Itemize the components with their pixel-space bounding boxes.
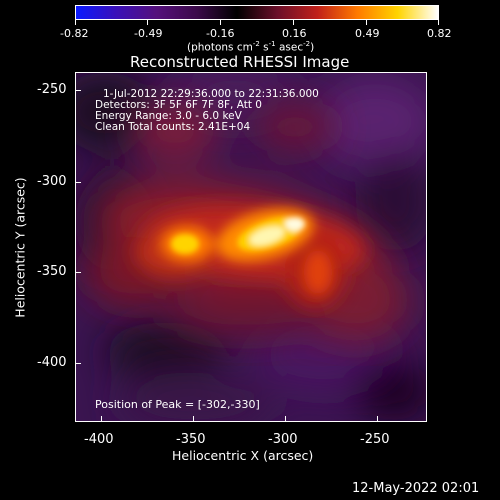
y-tick-label: -300 [37,174,67,189]
x-tickmark [377,416,378,422]
detectors-info: Detectors: 3F 5F 6F 7F 8F, Att 0 [95,99,262,111]
y-tickmark [75,363,81,364]
plot-title: Reconstructed RHESSI Image [130,53,350,71]
x-tickmark [285,416,286,422]
colorbar-tick-label: 0.16 [282,27,307,40]
y-tick-label: -350 [37,264,67,279]
y-tickmark [75,90,81,91]
rhessi-image [75,72,427,422]
footer-date: 12-May-2022 02:01 [352,481,480,496]
energy-range-info: Energy Range: 3.0 - 6.0 keV [95,110,242,122]
colorbar-gradient [76,6,438,19]
y-tickmark [75,182,81,183]
y-tick-label: -400 [37,355,67,370]
colorbar-tick-label: 0.82 [427,27,452,40]
colorbar [75,5,439,20]
y-tick-label: -250 [37,82,67,97]
x-tick-label: -300 [268,432,298,447]
flare-map [75,72,427,422]
observation-time: 1-Jul-2012 22:29:36.000 to 22:31:36.000 [103,88,319,100]
colorbar-tick-label: -0.82 [60,27,89,40]
x-axis-label: Heliocentric X (arcsec) [172,448,314,463]
y-axis-label: Heliocentric Y (arcsec) [12,177,28,318]
x-tick-label: -350 [176,432,206,447]
x-tickmark [101,416,102,422]
colorbar-tick-label: 0.49 [355,27,380,40]
clean-counts-info: Clean Total counts: 2.41E+04 [95,121,251,133]
colorbar-tick-label: -0.16 [206,27,235,40]
plot-frame [75,72,427,422]
x-tick-label: -400 [84,432,114,447]
x-tickmark [193,416,194,422]
y-tickmark [75,272,81,273]
colorbar-tickmarks [75,20,439,25]
x-tick-label: -250 [360,432,390,447]
colorbar-tick-label: -0.49 [134,27,163,40]
peak-position: Position of Peak = [-302,-330] [95,398,260,411]
colorbar-unit-label: (photons cm-2 s-1 asec-2) [187,40,315,54]
